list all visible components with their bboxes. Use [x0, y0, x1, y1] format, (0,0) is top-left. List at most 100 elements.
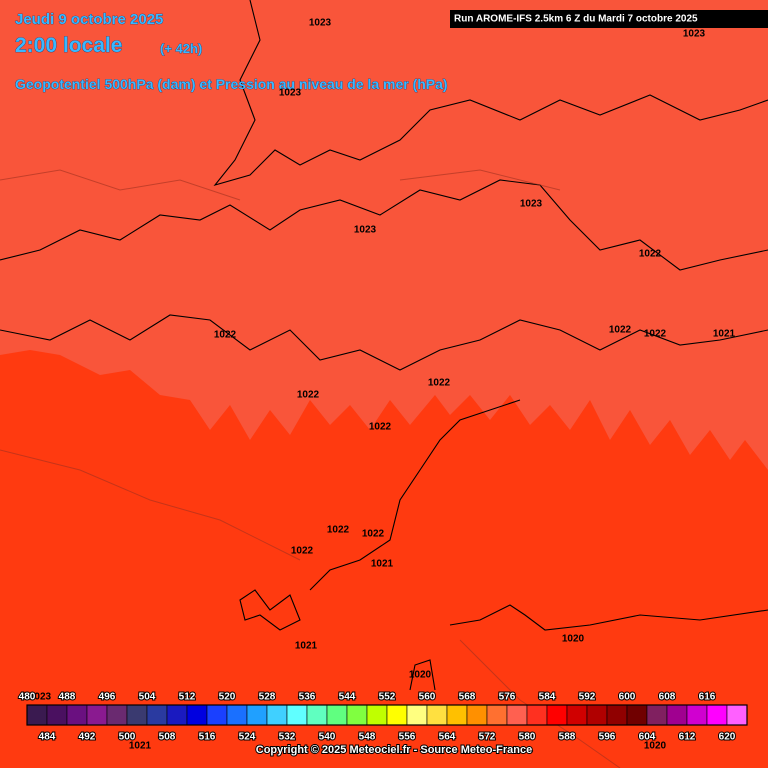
copyright: Copyright © 2025 Meteociel.fr - Source M… [256, 744, 532, 756]
isobar-label: 1021 [713, 329, 736, 340]
isobar-line [213, 0, 768, 187]
scale-label: 552 [379, 692, 396, 703]
scale-label: 612 [679, 732, 696, 743]
background-high [0, 0, 768, 470]
color-swatch [146, 704, 168, 726]
color-swatch [406, 704, 428, 726]
scale-label: 488 [59, 692, 76, 703]
scale-label: 504 [139, 692, 156, 703]
isobar-label: 1021 [129, 741, 152, 752]
border-line [0, 169, 621, 768]
color-swatch [226, 704, 248, 726]
scale-label: 496 [99, 692, 116, 703]
isobar-labels: 1023 1023 1023 1023 1023 1022 1022 1022 1022 1021… [29, 18, 736, 752]
scale-label: 584 [539, 692, 556, 703]
scale-label: 540 [319, 732, 336, 743]
isobar-label: 1022 [214, 330, 237, 341]
scale-label: 492 [79, 732, 96, 743]
color-swatch [126, 704, 148, 726]
color-swatch [546, 704, 568, 726]
scale-label: 560 [419, 692, 436, 703]
color-swatch [426, 704, 448, 726]
isobar-label: 1023 [683, 29, 706, 40]
isobar-label: 1022 [369, 422, 392, 433]
time: 2:00 locale [15, 34, 122, 57]
isobar-label: 1022 [327, 525, 350, 536]
color-swatch [506, 704, 528, 726]
isobar-line [409, 659, 436, 691]
color-swatch [66, 704, 88, 726]
scale-label: 620 [719, 732, 736, 743]
isobar-label: 1022 [291, 546, 314, 557]
contours [0, 0, 768, 691]
isobar-label: 1022 [362, 529, 385, 540]
color-swatch [526, 704, 548, 726]
scale-label: 516 [199, 732, 216, 743]
color-swatch [666, 704, 688, 726]
scale-label: 604 [639, 732, 656, 743]
scale-label: 616 [699, 692, 716, 703]
color-swatch [686, 704, 708, 726]
color-swatch [26, 704, 48, 726]
isobar-label: 1021 [371, 559, 394, 570]
isobar-line [0, 179, 768, 271]
scale-label: 592 [579, 692, 596, 703]
color-swatch [566, 704, 588, 726]
color-swatch [286, 704, 308, 726]
scale-label: 544 [339, 692, 356, 703]
color-swatch [306, 704, 328, 726]
run-label: Run AROME-IFS 2.5km 6 Z du Mardi 7 octob… [454, 14, 698, 25]
color-swatch [366, 704, 388, 726]
color-swatch [166, 704, 188, 726]
scale-label: 580 [519, 732, 536, 743]
scale-label: 520 [219, 692, 236, 703]
color-swatch [246, 704, 268, 726]
scale-label: 480 [19, 692, 36, 703]
isobar-line [309, 399, 521, 591]
color-swatch [626, 704, 648, 726]
isobar-label: 1023 [279, 88, 302, 99]
scale-label: 572 [479, 732, 496, 743]
lead-time: (+ 42h) [160, 41, 202, 56]
isobar-line [0, 314, 768, 371]
scale-label: 524 [239, 732, 256, 743]
isobar-line [449, 604, 768, 631]
isobar-label: 1022 [609, 325, 632, 336]
color-swatch [466, 704, 488, 726]
color-swatch [606, 704, 628, 726]
scale-label: 528 [259, 692, 276, 703]
run-box [450, 10, 768, 28]
scale-label: 588 [559, 732, 576, 743]
color-swatch [86, 704, 108, 726]
color-swatch [386, 704, 408, 726]
color-swatch [706, 704, 728, 726]
color-swatch [206, 704, 228, 726]
scale-label: 532 [279, 732, 296, 743]
isobar-label: 1023 [29, 692, 52, 703]
scale-label: 508 [159, 732, 176, 743]
color-swatch [46, 704, 68, 726]
isobar-label: 1021 [295, 641, 318, 652]
isobar-label: 1022 [297, 390, 320, 401]
scale-frame [26, 704, 748, 726]
color-scale: 480 488 496 504 512 520 528 536 544 552 560 568 576 5… [18, 691, 748, 744]
color-swatch [106, 704, 128, 726]
color-swatch [326, 704, 348, 726]
color-swatch [646, 704, 668, 726]
isobar-label: 1023 [354, 225, 377, 236]
scale-label: 548 [359, 732, 376, 743]
color-swatch [346, 704, 368, 726]
isobar-label: 1020 [644, 741, 667, 752]
scale-label: 556 [399, 732, 416, 743]
scale-label: 512 [179, 692, 196, 703]
isobar-label: 1020 [409, 670, 432, 681]
country-borders [0, 169, 621, 768]
color-swatch [446, 704, 468, 726]
color-swatch [586, 704, 608, 726]
isobar-line [239, 589, 301, 631]
scale-label: 536 [299, 692, 316, 703]
isobar-label: 1023 [520, 199, 543, 210]
map-title: Geopotentiel 500hPa (dam) et Pression au… [15, 76, 448, 92]
date: Jeudi 9 octobre 2025 [15, 11, 163, 28]
